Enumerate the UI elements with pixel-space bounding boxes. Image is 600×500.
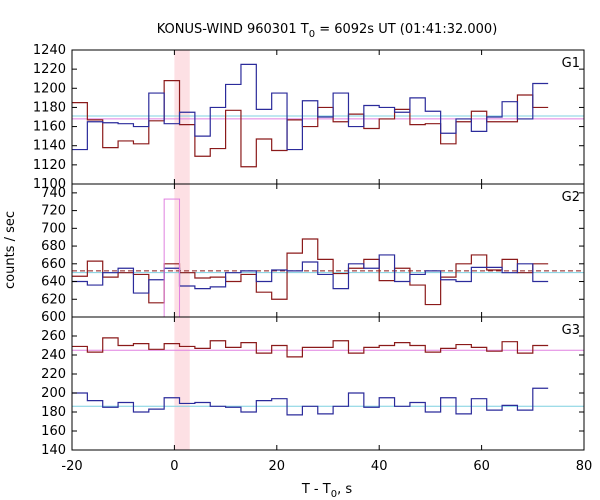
y-tick-label: 1180: [33, 100, 66, 115]
peak-bin-outline: [163, 198, 181, 317]
series-step-blue: [72, 387, 549, 416]
series-step-blue: [72, 63, 549, 151]
x-axis-title: T - T0, s: [301, 482, 352, 500]
y-tick-label: 220: [41, 367, 66, 382]
y-tick-label: 1200: [33, 81, 66, 96]
x-tick-label: -20: [61, 459, 82, 474]
panel-g1: 1100 1120 1140 1160 1180 1200 1220 1240 G1: [33, 43, 585, 192]
series-step-red: [72, 238, 549, 306]
x-tick-label: 40: [371, 459, 388, 474]
y-tick-label: 600: [41, 310, 66, 325]
panel-g2: 600 620 640 660 680 700 720 740 G2: [41, 183, 585, 325]
panel-series-group: [72, 198, 584, 317]
y-tick-label: 1120: [33, 158, 66, 173]
y-tick-label: 1240: [33, 43, 66, 58]
series-step-blue: [72, 254, 549, 294]
y-tick-label: 1100: [33, 177, 66, 192]
y-tick-label: 1140: [33, 139, 66, 154]
trigger-interval-highlight: [174, 50, 190, 450]
panel-frame: [71, 316, 585, 451]
y-tick-label: 1220: [33, 62, 66, 77]
x-tick-label: 20: [269, 459, 286, 474]
panel-series-group: [72, 63, 584, 168]
plot-area: 11001120114011601180120012201240G1600620…: [33, 43, 592, 474]
y-tick-label: 720: [41, 204, 66, 219]
y-tick-label: 260: [41, 329, 66, 344]
y-tick-label: 200: [41, 386, 66, 401]
x-tick-label: 0: [170, 459, 178, 474]
y-tick-label: 160: [41, 424, 66, 439]
panel-label: G1: [562, 56, 580, 71]
x-tick-label: 80: [576, 459, 593, 474]
y-tick-label: 660: [41, 257, 66, 272]
series-step-red: [72, 337, 549, 358]
y-tick-label: 700: [41, 221, 66, 236]
y-tick-label: 1160: [33, 120, 66, 135]
x-tick-label: 60: [473, 459, 490, 474]
y-tick-label: 140: [41, 443, 66, 458]
y-tick-label: 180: [41, 405, 66, 420]
y-tick-label: 640: [41, 275, 66, 290]
panel-label: G3: [562, 323, 580, 338]
y-tick-label: 620: [41, 292, 66, 307]
series-step-red: [72, 80, 549, 168]
y-tick-label: 740: [41, 186, 66, 201]
chart-title: KONUS-WIND 960301 T0 = 6092s UT (01:41:3…: [157, 22, 498, 40]
panel-series-group: [72, 337, 584, 416]
y-tick-label: 240: [41, 348, 66, 363]
panel-g3: 140 160 180 200 220 240 260 G3: [41, 316, 585, 458]
panel-label: G2: [562, 190, 580, 205]
y-axis-title: counts / sec: [3, 211, 18, 289]
y-tick-label: 680: [41, 239, 66, 254]
